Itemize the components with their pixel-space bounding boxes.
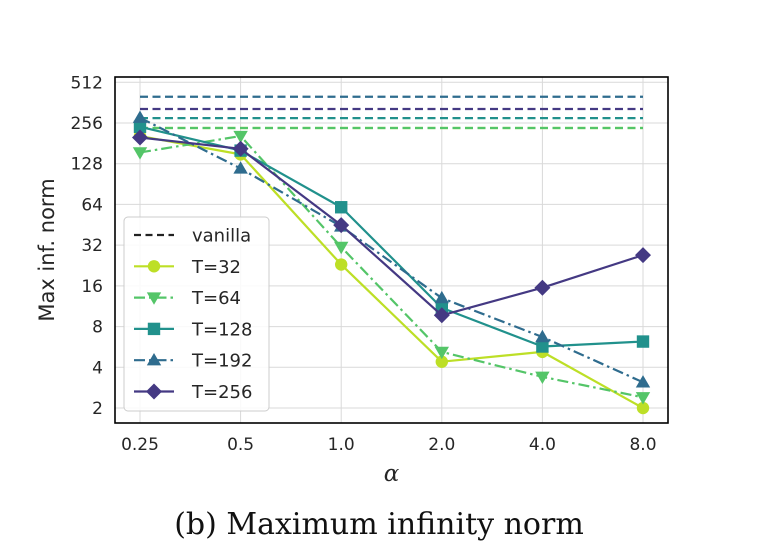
data-point <box>435 355 448 368</box>
y-tick-label: 4 <box>92 358 103 378</box>
series-T=256 <box>132 129 651 324</box>
legend-marker <box>147 260 161 273</box>
x-tick-label: 4.0 <box>529 435 556 455</box>
figure-caption: (b) Maximum infinity norm <box>174 507 584 542</box>
series-line <box>139 136 644 317</box>
y-tick-label: 256 <box>71 114 103 134</box>
y-tick-label: 128 <box>71 155 103 175</box>
legend-marker <box>146 292 162 305</box>
x-tick-labels: 0.25 0.5 1.0 2.0 4.0 8.0 <box>121 435 656 455</box>
data-point <box>636 335 650 348</box>
y-tick-label: 32 <box>81 236 103 256</box>
data-point <box>233 130 248 144</box>
series-T=64 <box>132 130 651 405</box>
x-tick-label: 2.0 <box>428 435 455 455</box>
data-point <box>635 247 651 264</box>
data-point <box>635 375 651 388</box>
data-point <box>535 329 550 343</box>
data-point <box>434 290 449 304</box>
data-point <box>333 217 350 234</box>
legend-label: T=192 <box>191 351 252 372</box>
legend-marker <box>147 322 161 336</box>
y-tick-labels: 2 4 8 16 32 64 128 256 512 <box>71 73 103 419</box>
series-line <box>139 134 644 409</box>
data-point <box>635 392 651 405</box>
data-point <box>132 129 148 146</box>
legend-label: T=64 <box>191 288 241 309</box>
data-point <box>132 110 148 123</box>
y-axis-label: Max inf. norm <box>35 178 59 321</box>
data-point <box>233 161 248 174</box>
data-point <box>132 147 148 160</box>
legend-label: T=32 <box>191 257 241 278</box>
data-point <box>133 120 147 133</box>
x-tick-label: 1.0 <box>328 435 355 455</box>
data-point <box>535 371 550 385</box>
legend-label: T=128 <box>191 319 252 340</box>
y-tick-label: 8 <box>92 318 103 338</box>
data-point <box>534 279 551 296</box>
series-line <box>139 116 644 384</box>
y-tick-label: 64 <box>81 195 103 215</box>
chart: 2 4 8 16 32 64 128 256 512 0.25 0.5 1.0 2.0 4.0 8.0 M… <box>35 73 669 487</box>
y-tick-label: 16 <box>81 277 103 297</box>
legend-marker <box>146 353 162 366</box>
data-point <box>536 340 549 353</box>
data-point <box>335 201 348 214</box>
data-point <box>636 401 650 415</box>
data-point <box>334 241 349 255</box>
legend-label: vanilla <box>192 226 251 247</box>
legend: vanilla T=32 T=64 T=128 T=192 T=256 <box>123 216 270 412</box>
data-point <box>433 307 450 324</box>
x-tick-label: 8.0 <box>629 435 656 455</box>
x-axis-label: α <box>384 461 400 487</box>
data-point <box>335 258 348 271</box>
data-point <box>232 140 249 157</box>
legend-marker <box>146 383 162 400</box>
x-tick-label: 0.25 <box>121 435 159 455</box>
vanilla-lines <box>140 95 643 130</box>
x-tick-label: 0.5 <box>227 435 254 455</box>
series-line <box>139 134 644 399</box>
y-tick-label: 2 <box>92 399 103 419</box>
legend-label: T=256 <box>191 382 252 403</box>
y-tick-label: 512 <box>71 73 103 93</box>
series-lines <box>132 110 651 415</box>
data-point <box>434 346 449 360</box>
plot-frame <box>114 76 669 424</box>
